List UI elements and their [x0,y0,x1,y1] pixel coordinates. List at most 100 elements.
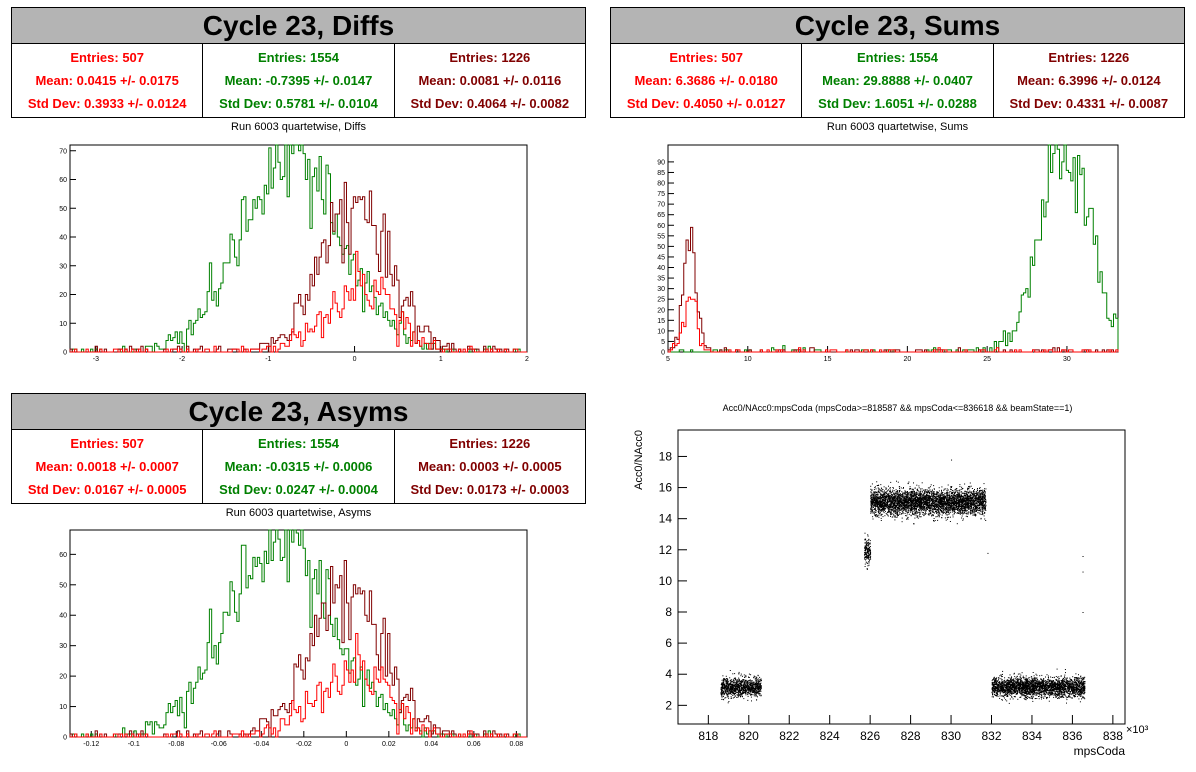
scatter-point [958,512,960,514]
scatter-point [961,517,963,519]
scatter-point [924,502,926,504]
scatter-point [737,685,739,687]
scatter-point [892,504,894,506]
scatter-point [872,505,874,507]
scatter-point [738,695,740,697]
y-tick-label: 50 [59,582,67,589]
scatter-point [746,689,748,691]
scatter-point [740,690,741,691]
scatter-point [728,683,730,685]
scatter-point [753,691,755,693]
scatter-point [895,499,897,500]
scatter-point [965,497,967,499]
scatter-point [916,499,918,501]
scatter-point [871,501,873,503]
scatter-point [973,495,975,497]
scatter-point [918,503,920,505]
scatter-point [923,515,925,517]
scatter-point [865,543,867,545]
scatter-point [926,492,928,493]
scatter-point [874,495,876,497]
scatter-point [967,516,968,518]
scatter-point [730,690,732,692]
scatter-point [890,515,891,517]
scatter-point [949,503,951,505]
scatter-point [754,686,756,688]
scatter-point [757,681,759,683]
scatter-point [923,501,925,503]
scatter-point [934,503,936,505]
scatter-point [884,515,886,517]
scatter-point [903,507,905,509]
scatter-point [726,694,728,696]
scatter-point [954,500,956,502]
scatter-point [888,511,890,513]
scatter-point [879,511,881,513]
scatter-point [933,500,935,502]
scatter-point [915,498,917,500]
scatter-point [749,680,751,681]
scatter-point [955,506,957,508]
scatter-point [726,686,728,688]
scatter-point [936,491,938,493]
scatter-point [877,508,879,510]
scatter-point [917,512,919,514]
scatter-point [940,493,942,495]
scatter-point [979,502,980,504]
scatter-point [865,549,867,551]
scatter-point [912,492,914,494]
scatter-point [887,514,889,516]
scatter-point [973,514,975,516]
scatter-point [980,510,982,512]
scatter-point [908,506,910,508]
scatter-point [949,496,951,498]
scatter-point [946,502,948,504]
scatter-point [934,506,936,508]
scatter-point [972,492,974,494]
scatter-point [757,675,759,677]
scatter-point [733,694,735,696]
scatter-point [733,681,735,683]
scatter-point [748,685,750,687]
scatter-point [923,512,924,514]
scatter-point [947,511,949,513]
scatter-point [760,685,762,687]
scatter-point [759,692,761,694]
scatter-point [925,500,927,502]
scatter-point [890,513,892,515]
plot-frame [69,529,528,738]
scatter-point [976,491,978,493]
scatter-point [984,498,986,500]
scatter-point [749,693,751,695]
scatter-point [955,508,957,510]
scatter-point [908,493,910,495]
scatter-point [906,494,908,496]
scatter-point [878,516,880,518]
scatter-point [927,500,929,502]
scatter-point [727,682,728,684]
scatter-point [908,492,910,494]
scatter-point [752,692,754,694]
scatter-point [967,507,969,509]
scatter-point [919,516,921,518]
scatter-point [972,503,974,505]
scatter-point [867,555,869,556]
scatter-point [907,499,908,501]
scatter-point [879,498,881,500]
scatter-point [981,490,983,492]
scatter-point [940,494,942,496]
scatter-point [882,508,884,510]
scatter-point [874,508,876,509]
scatter-point [914,508,916,509]
scatter-point [961,504,963,506]
scatter-point [982,496,984,498]
scatter-point [985,501,987,503]
scatter-point [914,509,915,511]
scatter-point [888,510,890,512]
scatter-point [917,490,919,492]
scatter-point [925,499,927,501]
scatter-point [941,489,942,491]
scatter-point [865,538,867,540]
scatter-point [720,692,722,694]
scatter-point [730,693,732,695]
